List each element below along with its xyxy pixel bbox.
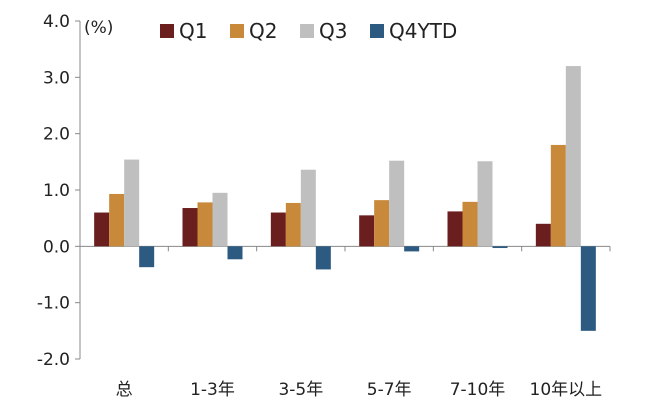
y-tick-label: 0.0 (43, 237, 70, 257)
y-axis-ticks: 4.0 3.0 2.0 1.0 0.0 -1.0 -2.0 (37, 12, 80, 370)
legend-swatch-q2 (230, 24, 244, 38)
legend-label-q1: Q1 (179, 19, 207, 43)
bar-q3-5 (565, 66, 581, 247)
legend-label-q4ytd: Q4YTD (389, 19, 457, 43)
x-axis-labels: 总 1-3年 3-5年 5-7年 7-10年 10年以上 (116, 246, 611, 400)
x-tick-label: 5-7年 (367, 380, 412, 400)
y-tick-label: -1.0 (37, 294, 70, 314)
bar-q4ytd-0 (139, 246, 155, 268)
bars-group (94, 66, 596, 331)
legend-label-q2: Q2 (249, 19, 277, 43)
bar-q1-2 (270, 212, 286, 247)
bar-q1-0 (94, 212, 110, 247)
x-tick-label: 3-5年 (278, 380, 323, 400)
bar-q1-1 (182, 208, 198, 247)
y-axis-unit-label: (%) (84, 18, 113, 38)
bar-q3-1 (212, 192, 228, 247)
legend: Q1 Q2 Q3 Q4YTD (160, 19, 457, 43)
bar-q3-2 (300, 169, 316, 247)
bar-q2-5 (550, 144, 566, 247)
legend-swatch-q4ytd (370, 24, 384, 38)
bar-q2-0 (109, 193, 125, 247)
bar-q3-3 (389, 160, 405, 247)
legend-swatch-q1 (160, 24, 174, 38)
bar-q3-4 (477, 161, 493, 247)
y-tick-label: 2.0 (43, 125, 70, 145)
y-tick-label: 4.0 (43, 12, 70, 32)
x-tick-label: 7-10年 (450, 380, 506, 400)
bar-q2-1 (197, 202, 213, 247)
bar-q4ytd-5 (580, 246, 596, 331)
y-tick-label: 3.0 (43, 68, 70, 88)
bar-q3-0 (124, 159, 140, 247)
x-tick-label: 1-3年 (190, 380, 235, 400)
x-tick-label: 总 (116, 380, 133, 400)
bar-q2-2 (285, 202, 301, 247)
y-tick-label: 1.0 (43, 181, 70, 201)
x-tick-label: 10年以上 (530, 380, 603, 400)
y-tick-label: -2.0 (37, 350, 70, 370)
legend-swatch-q3 (300, 24, 314, 38)
bar-q4ytd-2 (315, 246, 331, 270)
bar-q1-3 (359, 215, 375, 247)
bar-q4ytd-1 (227, 246, 243, 260)
bar-q4ytd-3 (404, 246, 420, 252)
bar-q1-5 (535, 223, 551, 247)
legend-label-q3: Q3 (319, 19, 347, 43)
bar-q2-4 (462, 201, 478, 247)
bar-q4ytd-4 (492, 246, 508, 249)
bar-q1-4 (447, 211, 463, 247)
bar-q2-3 (374, 200, 390, 247)
